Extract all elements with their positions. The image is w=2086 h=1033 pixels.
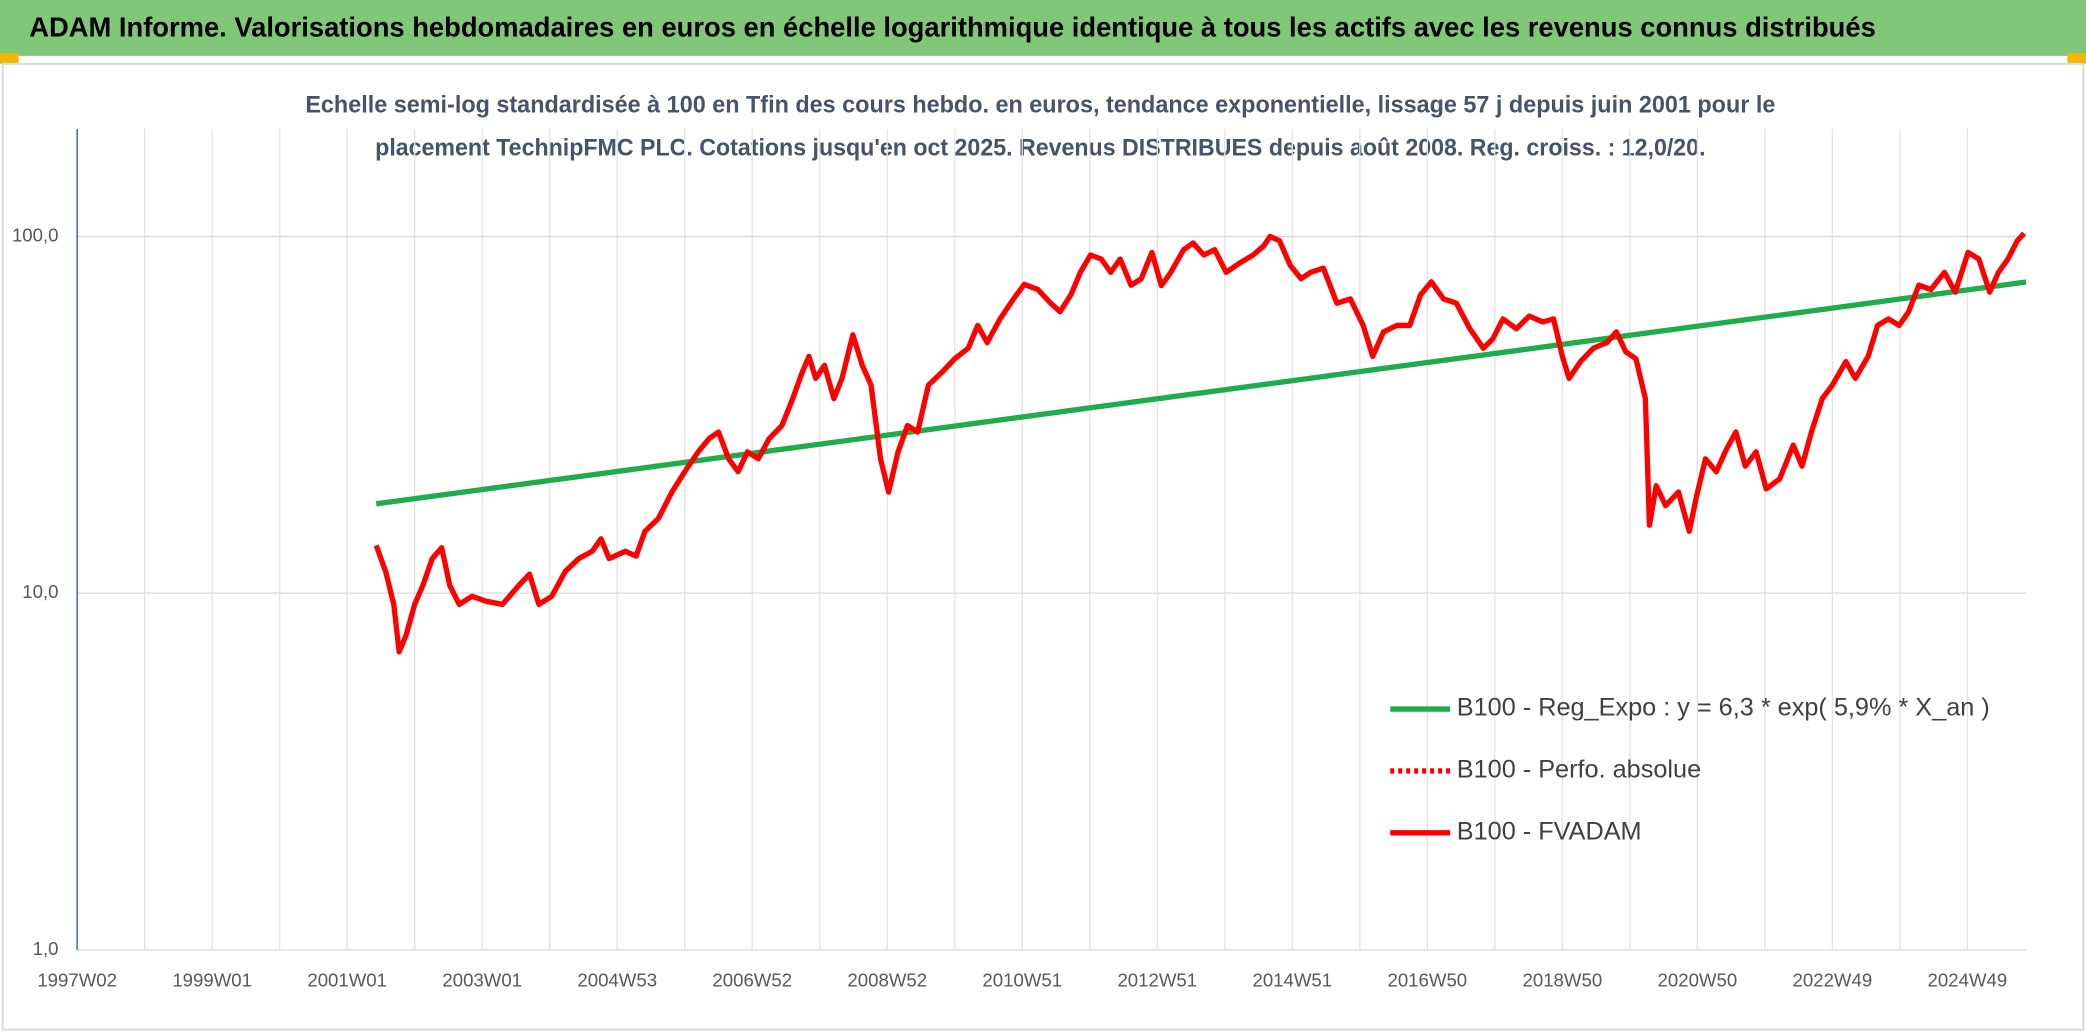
header-band [0,0,2086,56]
corner-mark [0,53,19,64]
legend-label: B100 - Perfo. absolue [1457,756,1701,784]
chart-subtitle: Echelle semi-log standardisée à 100 en T… [305,92,1775,119]
x-tick-label: 1999W01 [172,970,252,991]
y-tick-label: 10,0 [22,581,58,602]
x-tick-label: 2006W52 [712,970,792,991]
x-tick-label: 1997W02 [37,970,117,991]
chart-subtitle: placement TechnipFMC PLC. Cotations jusq… [375,134,1705,161]
x-tick-label: 2012W51 [1117,970,1197,991]
x-tick-label: 2016W50 [1387,970,1467,991]
x-tick-label: 2001W01 [307,970,387,991]
x-tick-label: 2018W50 [1523,970,1603,991]
x-tick-label: 2004W53 [577,970,657,991]
x-tick-label: 2014W51 [1252,970,1332,991]
x-tick-label: 2020W50 [1658,970,1738,991]
data-line [373,231,2027,655]
chart-title: ADAM Informe. Valorisations hebdomadaire… [29,12,1876,43]
x-tick-label: 2008W52 [847,970,927,991]
legend-label: B100 - Reg_Expo : y = 6,3 * exp( 5,9% * … [1457,694,1990,722]
x-tick-label: 2010W51 [982,970,1062,991]
x-tick-label: 2022W49 [1793,970,1873,991]
data-line [375,279,2027,507]
plot-area: 1997W02 1999W01 2001W01 2003W01 2004W53 2006W… [12,129,2027,991]
y-tick-label: 100,0 [12,224,59,245]
x-tick-label: 2003W01 [442,970,522,991]
corner-mark [2067,53,2086,64]
legend-label: B100 - FVADAM [1457,817,1642,845]
chart-frame [1,62,2085,1031]
x-tick-label: 2024W49 [1928,970,2008,991]
y-tick-label: 1,0 [33,938,59,959]
